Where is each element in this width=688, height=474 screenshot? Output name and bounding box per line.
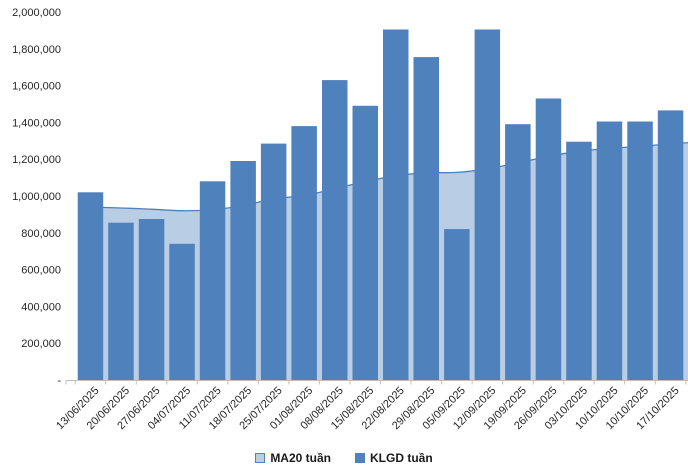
y-tick-label: 400,000 [21,301,61,313]
klgd-bar-swatch-icon [355,453,365,463]
legend-item-klgd: KLGD tuần [355,452,433,464]
y-tick-label: 1,400,000 [12,117,61,129]
bar-29/08/2025 [413,57,439,380]
legend-item-ma20: MA20 tuần [255,452,331,464]
y-tick-label: 2,000,000 [12,7,61,19]
y-tick-label: 1,200,000 [12,154,61,166]
bar-27/06/2025 [138,219,165,380]
bar-12/09/2025 [474,29,501,380]
y-tick-label: 200,000 [21,338,61,350]
y-tick-label: 1,600,000 [12,81,61,93]
bar-08/08/2025 [322,80,348,380]
bar-15/08/2025 [352,105,378,381]
bar-17/10/2025 [657,110,684,381]
bar-11/07/2025 [199,181,226,380]
y-tick-label: 800,000 [21,228,61,240]
bar-25/07/2025 [260,143,287,380]
bar-26/09/2025 [535,98,562,380]
legend-label-ma20: MA20 tuần [270,451,331,465]
ma20-area-swatch-icon [255,453,266,463]
bar-10/10/2025 [627,121,653,380]
bar-03/10/2025 [566,141,592,380]
legend-label-klgd: KLGD tuần [370,451,433,465]
y-axis: 2,000,000 1,800,000 1,600,000 1,400,000 1,20… [12,7,61,387]
bar-20/06/2025 [108,222,134,380]
bars [77,29,684,381]
y-tick-label: 1,000,000 [12,191,61,203]
bar-04/07/2025 [169,243,195,380]
y-tick-label: 1,800,000 [12,44,61,56]
x-axis: 13/06/202520/06/202527/06/202504/07/2025… [54,380,688,432]
bar-10/10/2025 [596,121,623,380]
bar-05/09/2025 [444,229,470,380]
bar-18/07/2025 [230,161,256,380]
legend: MA20 tuần KLGD tuần [0,447,688,469]
bar-19/09/2025 [505,124,531,380]
bar-13/06/2025 [77,192,104,380]
bar-22/08/2025 [383,29,409,380]
y-tick-label: 600,000 [21,265,61,277]
bar-01/08/2025 [291,126,317,380]
y-tick-label: - [57,375,61,387]
